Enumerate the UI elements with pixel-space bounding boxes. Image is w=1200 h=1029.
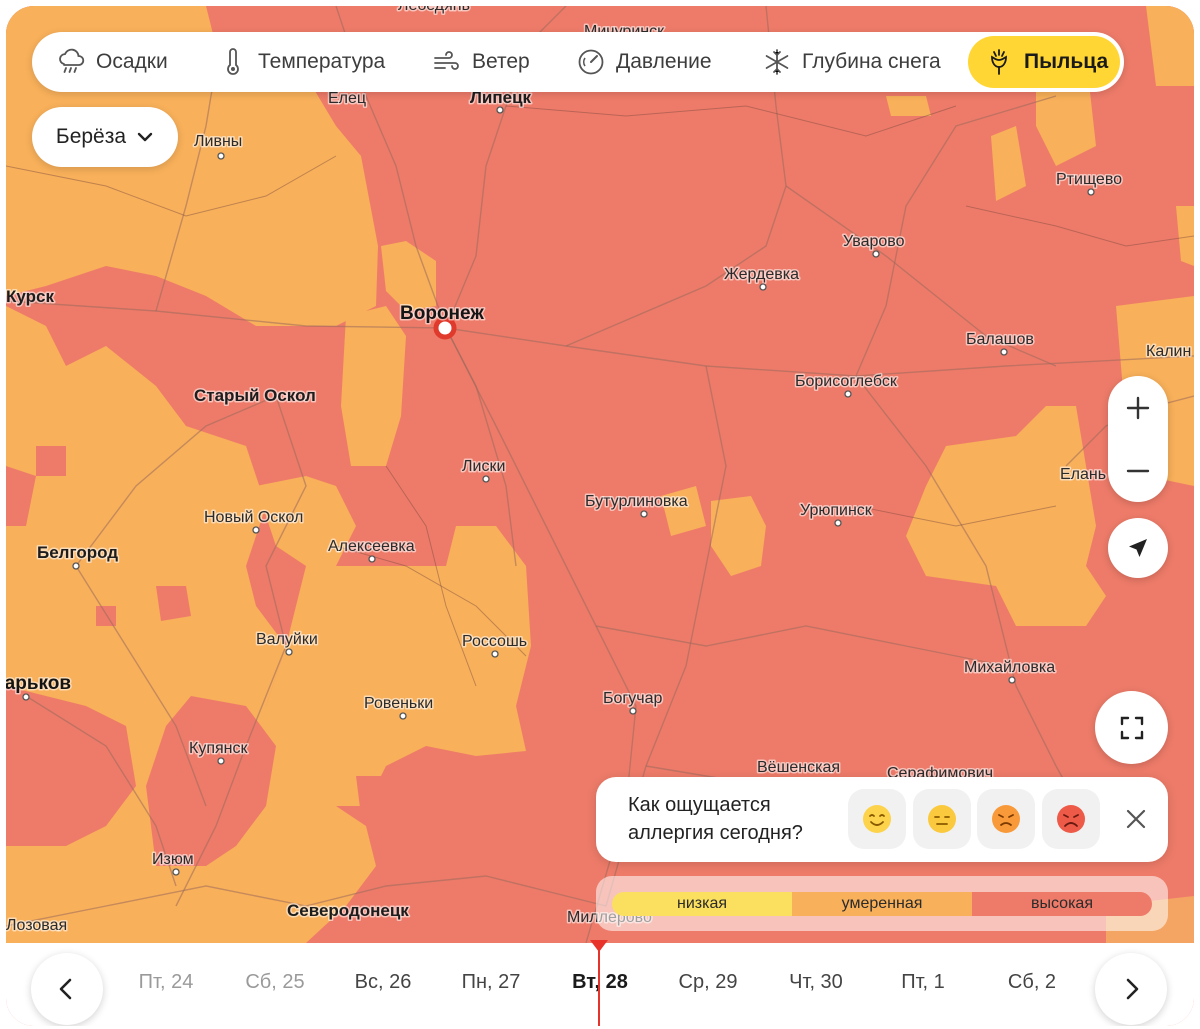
timeline-prev-button[interactable] [31,953,103,1025]
tab-label: Давление [616,50,712,73]
thermometer-icon [227,48,239,75]
city-label: Купянск [189,740,248,757]
timeline-day[interactable]: Сб, 25 [245,971,305,993]
my-location-button[interactable] [1108,518,1168,578]
plus-icon [1126,396,1150,419]
city-label: Валуйки [256,631,318,648]
city-label: Урюпинск [800,502,873,519]
allergy-survey: Как ощущается аллергия сегодня? [596,777,1168,862]
wind-icon [434,51,459,70]
species-select[interactable]: Берёза [32,107,178,167]
timeline-day[interactable]: Сб, 2 [1007,971,1057,993]
species-select-value: Берёза [55,125,127,148]
city-label: Борисоглебск [795,373,898,390]
city-label: Северодонецк [287,901,409,920]
chevron-down-icon [137,132,153,142]
timeline-day[interactable]: Пт, 1 [901,971,945,993]
tab-label: Пыльца [1024,50,1109,73]
city-label: Уварово [843,233,905,250]
city-label: Лозовая [6,917,67,934]
timeline-day[interactable]: Вс, 26 [354,971,412,993]
map-frame: Лебедянь Мичуринск Елец Липецк Ливны Рти… [6,6,1194,1026]
city-label: Ливны [194,133,242,150]
unhappy-face-icon [1057,805,1085,833]
city-label: Лебедянь [398,6,470,14]
survey-option-ok[interactable] [913,789,971,849]
city-label: Калин [1146,343,1191,360]
city-label: Ровеньки [364,695,433,712]
city-label: Елань [1060,466,1106,483]
survey-close-button[interactable] [1116,799,1156,839]
tab-label: Глубина снега [802,50,941,73]
city-label: Богучар [603,690,662,707]
gauge-icon [578,49,604,75]
city-label: Балашов [966,331,1034,348]
neutral-face-icon [928,805,956,833]
timeline: Пт, 24 Сб, 25 Вс, 26 Пн, 27 Вт, 28 Ср, 2… [6,943,1194,1026]
tab-label: Температура [258,50,386,73]
timeline-day-current[interactable]: Вт, 28 [572,971,628,993]
tab-pressure[interactable]: Давление [560,36,728,88]
city-label: Старый Оскол [194,386,316,405]
city-label: Бутурлиновка [585,493,688,510]
timeline-day[interactable]: Чт, 30 [789,971,843,993]
timeline-day[interactable]: Ср, 29 [678,971,738,993]
city-label: Изюм [152,851,194,868]
legend-moderate: умеренная [792,892,972,916]
fullscreen-icon [1120,716,1143,739]
zoom-control [1108,376,1168,502]
city-label: Новый Оскол [204,509,303,526]
timeline-day[interactable]: Пн, 27 [461,971,521,993]
city-label: Россошь [462,633,527,650]
sad-face-icon [992,805,1020,833]
chevron-left-icon [59,978,72,1000]
city-label: Жердевка [724,266,799,283]
city-label: Елец [328,90,366,107]
city-label: Михайловка [964,659,1055,676]
pollen-legend: низкая умеренная высокая [596,876,1168,931]
tab-label: Осадки [96,50,168,73]
legend-high: высокая [972,892,1152,916]
tab-wind[interactable]: Ветер [416,36,546,88]
city-label: Курск [6,287,54,306]
city-label: Харьков [6,673,71,694]
legend-low: низкая [612,892,792,916]
chevron-right-icon [1126,978,1139,1000]
flower-icon [991,49,1007,75]
tab-pollen[interactable]: Пыльца [968,36,1120,88]
fullscreen-button[interactable] [1095,691,1168,764]
survey-option-good[interactable] [848,789,906,849]
timeline-next-button[interactable] [1095,953,1167,1025]
minus-icon [1126,469,1150,472]
tab-label: Ветер [472,50,530,73]
survey-question: Как ощущается аллергия сегодня? [628,794,803,844]
city-label: Вёшенская [757,759,840,776]
legend-bar: низкая умеренная высокая [612,892,1152,916]
happy-face-icon [863,805,891,833]
tab-temperature[interactable]: Температура [202,36,401,88]
city-label: Воронеж [400,303,484,324]
city-label: Алексеевка [328,538,415,555]
current-time-line [598,941,600,1026]
city-label: Липецк [470,88,532,107]
tab-snow-depth[interactable]: Глубина снега [746,36,957,88]
city-label: Белгород [37,543,118,562]
zoom-in-button[interactable] [1108,376,1168,439]
location-marker-icon[interactable] [433,316,457,340]
close-icon [1126,809,1146,829]
layer-tabs: Осадки Температура Ветер Давление Глубин… [32,32,1124,92]
survey-option-very-bad[interactable] [1042,789,1100,849]
timeline-day[interactable]: Пт, 24 [138,971,194,993]
navigation-arrow-icon [1129,539,1147,557]
snowflake-icon [765,49,789,75]
current-time-marker-icon[interactable] [590,940,608,952]
city-label: Лиски [462,458,505,475]
city-labels: Лебедянь Мичуринск Елец Липецк Ливны Рти… [6,6,1193,936]
pollen-map[interactable]: Лебедянь Мичуринск Елец Липецк Ливны Рти… [6,6,1194,943]
cloud-rain-icon [59,48,85,73]
survey-option-bad[interactable] [977,789,1035,849]
zoom-out-button[interactable] [1108,439,1168,502]
tab-precipitation[interactable]: Осадки [40,36,184,88]
city-label: Ртищево [1056,171,1122,188]
